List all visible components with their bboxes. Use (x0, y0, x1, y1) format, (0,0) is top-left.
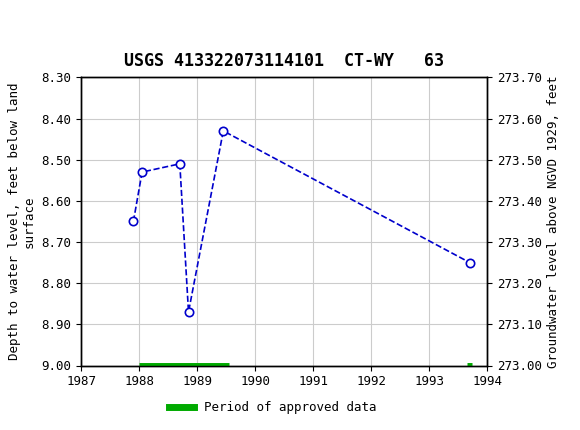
Legend: Period of approved data: Period of approved data (164, 396, 382, 419)
Title: USGS 413322073114101  CT-WY   63: USGS 413322073114101 CT-WY 63 (124, 52, 444, 70)
Text: ≡USGS: ≡USGS (12, 17, 66, 35)
Y-axis label: Depth to water level, feet below land
surface: Depth to water level, feet below land su… (8, 83, 36, 360)
FancyBboxPatch shape (6, 5, 75, 46)
Y-axis label: Groundwater level above NGVD 1929, feet: Groundwater level above NGVD 1929, feet (548, 75, 560, 368)
